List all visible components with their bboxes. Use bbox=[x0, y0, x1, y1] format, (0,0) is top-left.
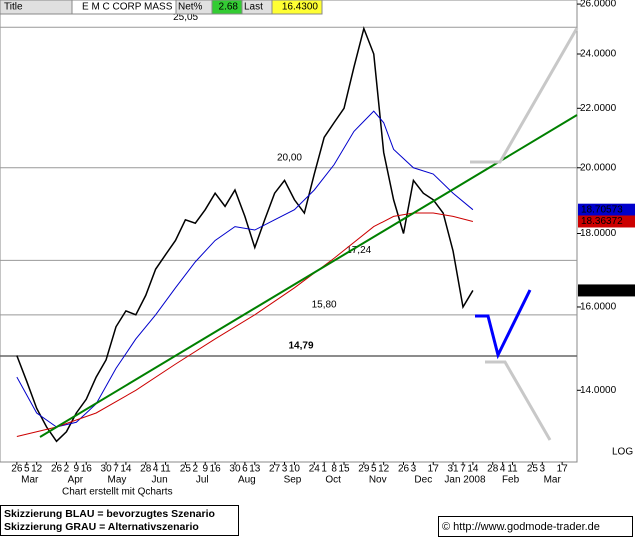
x-tick-label: 28 bbox=[487, 464, 499, 475]
x-tick-label: 26 bbox=[398, 464, 410, 475]
x-tick-label: 31 bbox=[448, 464, 460, 475]
y-tick-label: 22.0000 bbox=[580, 103, 617, 114]
x-tick-label: 2 bbox=[64, 464, 70, 475]
x-tick-label: 3 bbox=[540, 464, 546, 475]
legend-blue: Skizzierung BLAU = bevorzugtes Szenario bbox=[4, 508, 215, 520]
level-label: 17,24 bbox=[346, 245, 371, 256]
last-value-label: 16.4300 bbox=[581, 285, 618, 296]
x-tick-label: 29 bbox=[358, 464, 370, 475]
url-box bbox=[438, 516, 633, 537]
level-label: 25,05 bbox=[173, 12, 198, 23]
title: Title bbox=[4, 2, 23, 13]
series-line bbox=[16, 212, 474, 438]
x-tick-label: 13 bbox=[249, 464, 261, 475]
x-tick-label: 7 bbox=[460, 464, 466, 475]
x-tick-label: 4 bbox=[153, 464, 159, 475]
x-tick-label: 3 bbox=[411, 464, 417, 475]
month-label: Feb bbox=[502, 475, 520, 486]
month-label: Jan 2008 bbox=[444, 475, 486, 486]
x-tick-label: 8 bbox=[331, 464, 337, 475]
month-label: Aug bbox=[238, 475, 256, 486]
series-line bbox=[16, 26, 474, 443]
month-label: Jul bbox=[196, 475, 209, 486]
x-tick-label: 3 bbox=[282, 464, 288, 475]
last-box bbox=[271, 0, 323, 15]
trendline bbox=[39, 114, 578, 438]
net-label: Net% bbox=[178, 2, 203, 13]
last-label: Last bbox=[244, 2, 263, 13]
x-tick-label: 12 bbox=[31, 464, 43, 475]
x-tick-label: 7 bbox=[113, 464, 119, 475]
x-tick-label: 30 bbox=[101, 464, 113, 475]
x-tick-label: 26 bbox=[11, 464, 23, 475]
credit: Chart erstellt mit Qcharts bbox=[62, 487, 173, 498]
level-label: 20,00 bbox=[277, 152, 302, 163]
x-tick-label: 10 bbox=[289, 464, 301, 475]
x-tick-label: 14 bbox=[467, 464, 479, 475]
header: Title E M C CORP MASS Net% 2.68 Last 16.… bbox=[0, 0, 323, 15]
x-tick-label: 9 bbox=[202, 464, 208, 475]
month-label: Jun bbox=[152, 475, 168, 486]
y-tick-label: 18.0000 bbox=[580, 228, 617, 239]
month-label: Nov bbox=[369, 475, 387, 486]
name: E M C CORP MASS bbox=[82, 2, 173, 13]
levels: 25,05 20,00 17,24 15,80 14,79 bbox=[0, 12, 577, 357]
legend-box bbox=[0, 505, 239, 536]
y-tick-label: 16.0000 bbox=[580, 302, 617, 313]
x-tick-label: 5 bbox=[24, 464, 30, 475]
grey-scenario-up bbox=[470, 27, 579, 164]
x-tick-label: 11 bbox=[160, 464, 171, 475]
last-value-box bbox=[578, 203, 635, 216]
x-tick-label: 2 bbox=[193, 464, 199, 475]
plot-frame bbox=[0, 0, 578, 463]
x-tick-label: 1 bbox=[321, 464, 327, 475]
url: © http://www.godmode-trader.de bbox=[442, 521, 600, 533]
last-value-label: 18.70573 bbox=[581, 204, 623, 215]
x-tick-label: 28 bbox=[140, 464, 152, 475]
x-tick-label: 6 bbox=[242, 464, 248, 475]
grey-scenario-down bbox=[485, 360, 552, 441]
x-tick-label: 24 bbox=[309, 464, 321, 475]
month-label: Mar bbox=[21, 475, 39, 486]
month-label: Sep bbox=[284, 475, 302, 486]
month-label: May bbox=[108, 475, 127, 486]
month-label: Oct bbox=[325, 475, 341, 486]
month-label: Dec bbox=[414, 475, 432, 486]
last: 16.4300 bbox=[282, 2, 319, 13]
x-tick-label: 17 bbox=[557, 464, 569, 475]
net: 2.68 bbox=[219, 2, 239, 13]
x-tick-label: 16 bbox=[210, 464, 222, 475]
x-tick-label: 4 bbox=[500, 464, 506, 475]
x-tick-label: 26 bbox=[51, 464, 63, 475]
x-tick-label: 27 bbox=[269, 464, 281, 475]
month-label: Mar bbox=[544, 475, 562, 486]
month-label: Apr bbox=[68, 475, 84, 486]
level-label: 14,79 bbox=[289, 341, 314, 352]
y-tick-label: 20.0000 bbox=[580, 162, 617, 173]
x-tick-label: 17 bbox=[428, 464, 440, 475]
last-value-box bbox=[578, 215, 635, 228]
x-tick-label: 16 bbox=[81, 464, 93, 475]
x-tick-label: 14 bbox=[120, 464, 132, 475]
x-tick-label: 15 bbox=[338, 464, 350, 475]
x-tick-label: 12 bbox=[378, 464, 390, 475]
x-tick-label: 25 bbox=[527, 464, 539, 475]
y-tick-label: 26.0000 bbox=[580, 0, 617, 10]
y-tick-label: 24.0000 bbox=[580, 49, 617, 60]
x-tick-label: 30 bbox=[229, 464, 241, 475]
log-label: LOG bbox=[612, 447, 633, 458]
x-tick-label: 11 bbox=[507, 464, 518, 475]
last-value-label: 18.36372 bbox=[581, 216, 623, 227]
x-tick-label: 5 bbox=[371, 464, 377, 475]
last-value-box bbox=[578, 284, 635, 297]
level-label: 15,80 bbox=[312, 299, 337, 310]
legend-grey: Skizzierung GRAU = Alternativszenario bbox=[4, 521, 199, 533]
axes: 26.0000 24.0000 22.0000 20.0000 18.0000 16.00… bbox=[11, 0, 635, 486]
y-tick-label: 14.0000 bbox=[580, 385, 617, 396]
x-tick-label: 9 bbox=[74, 464, 80, 475]
blue-scenario bbox=[475, 289, 532, 360]
x-tick-label: 25 bbox=[180, 464, 192, 475]
